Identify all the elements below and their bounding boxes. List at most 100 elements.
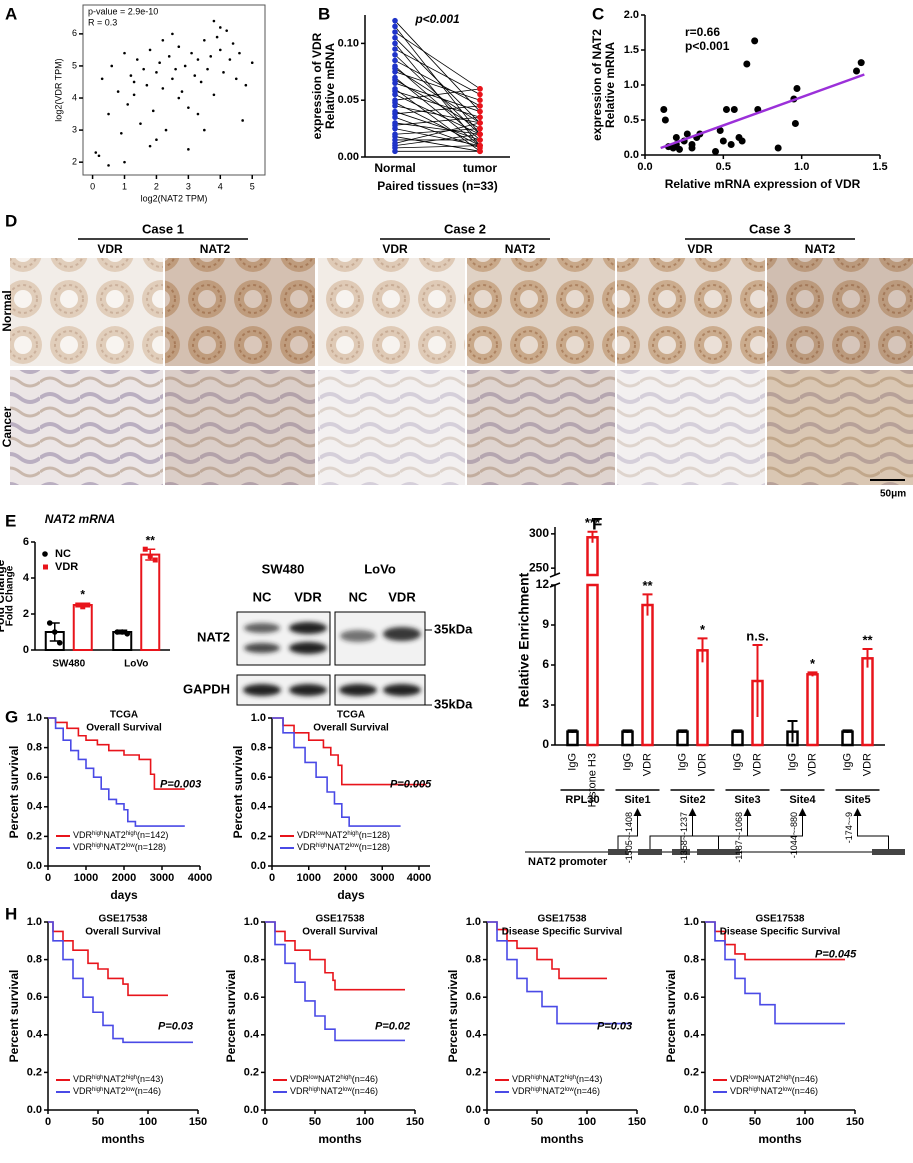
y-tick-label: 0.6 — [27, 771, 42, 783]
y-tick-label: 0.8 — [244, 954, 259, 966]
scale-label: 50μm — [880, 489, 906, 500]
point — [203, 128, 206, 132]
y-axis-label: Percent survival — [7, 970, 21, 1063]
x-axis-label: log2(NAT2 TPM) — [141, 193, 208, 203]
point — [392, 34, 398, 41]
x-tick-label: VDR — [696, 753, 708, 776]
error-bar — [732, 729, 743, 733]
legend-part: low — [316, 831, 326, 837]
y-tick-label: 2.0 — [624, 9, 639, 21]
point — [683, 130, 691, 138]
y-tick-label: 2 — [23, 608, 29, 620]
legend-part: high — [309, 1087, 320, 1093]
site-arrow — [853, 808, 889, 849]
x-tick-label: 0 — [45, 872, 51, 884]
site-arrow — [649, 808, 697, 849]
x-tick-label: 1.0 — [794, 161, 809, 173]
x-tick-label: 150 — [628, 1116, 646, 1128]
y-tick-label: 0.8 — [251, 742, 266, 754]
x-tick-label: SW480 — [52, 659, 85, 670]
p-value: P=0.045 — [815, 949, 857, 961]
legend-entry: VDRhighNAT2high(n=43) — [512, 1074, 602, 1084]
point — [719, 137, 727, 145]
annotation: p<0.001 — [414, 12, 460, 26]
legend-part: high — [565, 1075, 576, 1081]
y-tick-label: 0 — [23, 644, 29, 656]
p-value: P=0.03 — [597, 1021, 632, 1033]
y-tick-label: 6 — [23, 536, 29, 548]
legend-part: (n=128) — [359, 830, 390, 840]
x-tick-label: IgG — [676, 753, 688, 771]
point — [793, 85, 801, 92]
legend-part: high — [347, 831, 358, 837]
annotation: p-value = 2.9e-10 — [88, 6, 158, 16]
error-bar — [842, 729, 853, 733]
bar — [641, 603, 654, 747]
chart-title: Overall Survival — [85, 927, 161, 938]
point — [392, 125, 398, 132]
point — [180, 90, 184, 93]
x-tick-label: 2000 — [333, 872, 357, 884]
column-label: NAT2 — [505, 242, 536, 256]
x-tick-label: 3 — [186, 181, 191, 191]
point — [215, 35, 219, 39]
point — [147, 553, 153, 559]
histology — [10, 258, 913, 485]
y-tick-label: 0.6 — [251, 771, 266, 783]
y-axis-label: log2(VDR TPM) — [53, 58, 63, 121]
legend-entry: VDRlowNAT2high(n=46) — [290, 1074, 378, 1084]
point — [155, 138, 158, 142]
significance: n.s. — [746, 628, 768, 643]
point — [477, 103, 483, 109]
point — [234, 77, 238, 81]
point — [212, 19, 216, 23]
group-label: Site5 — [844, 794, 870, 806]
legend-part: NAT2 — [327, 842, 349, 852]
pair-line — [394, 128, 481, 135]
y-axis-label: Percent survival — [446, 970, 460, 1063]
bar — [676, 730, 689, 747]
y-tick-label: 0.4 — [466, 1029, 482, 1041]
legend-part: (n=128) — [359, 842, 390, 852]
point — [174, 67, 177, 71]
point — [722, 106, 730, 113]
pair-line — [394, 105, 481, 115]
chart-title: Disease Specific Survival — [720, 927, 841, 938]
point — [145, 83, 149, 87]
legend-part: NAT2 — [320, 1086, 342, 1096]
point — [477, 120, 483, 126]
y-axis-label: expression of NAT2 — [590, 29, 604, 141]
point — [148, 48, 152, 52]
point — [477, 114, 483, 121]
panel-label: E — [5, 511, 16, 530]
point — [158, 61, 161, 65]
point — [392, 69, 398, 75]
protein: GAPDH — [183, 681, 230, 696]
x-axis-label: months — [540, 1132, 584, 1146]
point — [107, 112, 110, 116]
legend-entry: VDR — [55, 561, 78, 573]
panel-label: F — [592, 514, 602, 533]
x-tick-label: 100 — [356, 1116, 374, 1128]
point — [196, 58, 200, 61]
legend-entry: VDRhighNAT2low(n=128) — [297, 842, 390, 852]
bar — [731, 730, 744, 747]
point — [477, 97, 483, 103]
x-axis-label: months — [101, 1132, 145, 1146]
legend-part: (n=128) — [135, 842, 166, 852]
group-label: Site4 — [789, 794, 816, 806]
point — [120, 132, 123, 135]
bar-upper — [586, 536, 599, 577]
size-marker: 35kDa — [434, 621, 473, 636]
point — [135, 58, 139, 61]
point — [392, 17, 398, 24]
significance: ** — [862, 632, 873, 647]
y-axis-label: Relative mRNA — [323, 43, 337, 129]
y-axis-label: Percent survival — [7, 746, 21, 839]
point — [218, 48, 222, 52]
legend-entry: VDRhighNAT2low(n=46) — [512, 1086, 600, 1096]
chart-title: Overall Survival — [86, 723, 162, 734]
point — [97, 154, 101, 158]
pair-line — [394, 37, 481, 124]
